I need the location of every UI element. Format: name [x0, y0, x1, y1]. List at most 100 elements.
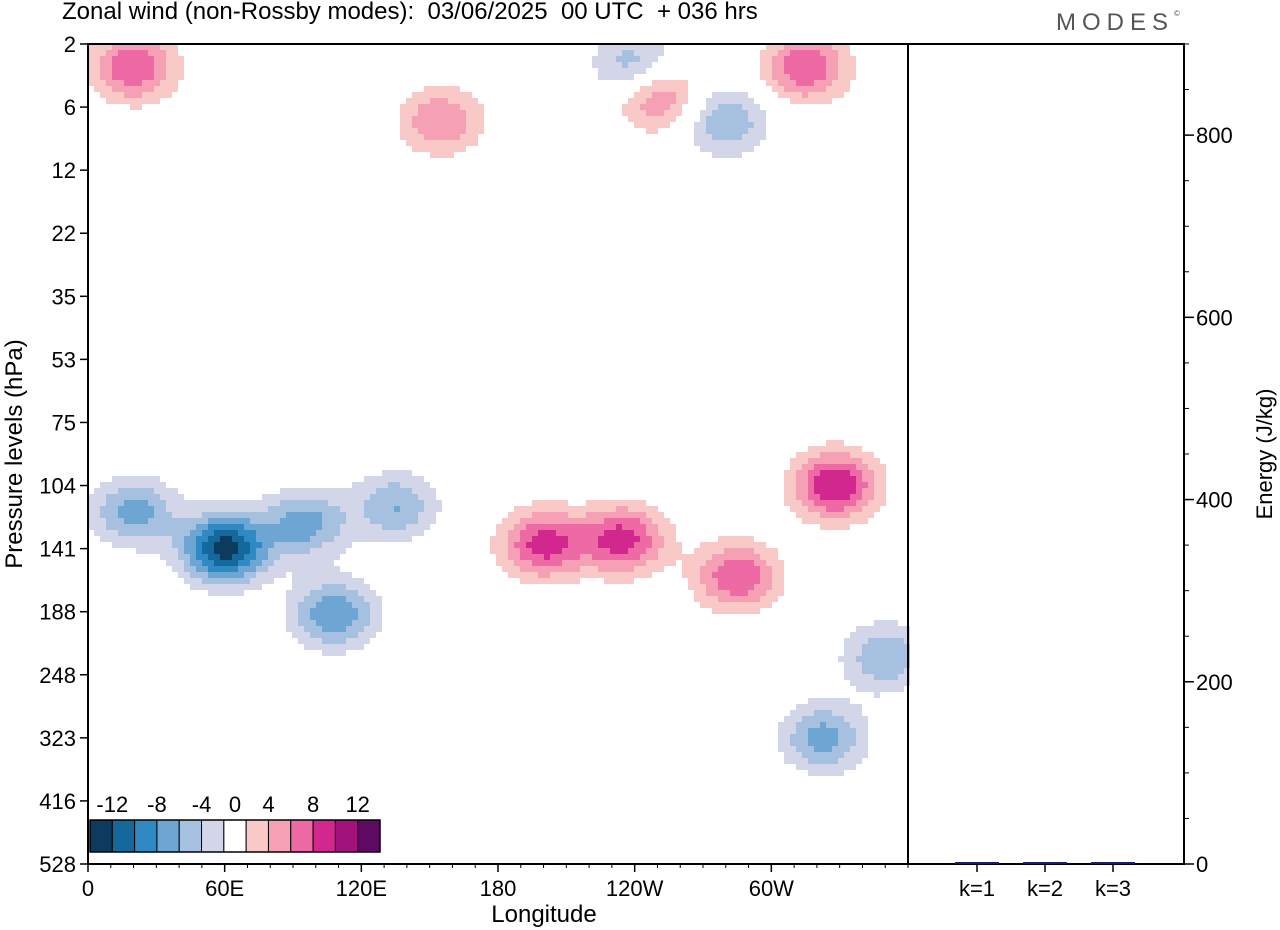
- heatmap-cell: [706, 590, 712, 596]
- heatmap-cell: [172, 548, 178, 554]
- heatmap-cell: [724, 536, 730, 542]
- heatmap-cell: [898, 668, 904, 674]
- heatmap-cell: [280, 548, 286, 554]
- heatmap-cell: [754, 134, 760, 140]
- heatmap-cell: [208, 566, 214, 572]
- heatmap-cell: [550, 542, 556, 548]
- heatmap-cell: [118, 542, 124, 548]
- heatmap-cell: [628, 56, 634, 62]
- heatmap-cell: [448, 122, 454, 128]
- heatmap-cell: [508, 560, 514, 566]
- heatmap-cell: [838, 716, 844, 722]
- heatmap-cell: [724, 542, 730, 548]
- heatmap-cell: [226, 542, 232, 548]
- heatmap-cell: [742, 116, 748, 122]
- heatmap-cell: [124, 482, 130, 488]
- heatmap-cell: [430, 134, 436, 140]
- heatmap-cell: [826, 452, 832, 458]
- heatmap-cell: [766, 548, 772, 554]
- heatmap-cell: [466, 104, 472, 110]
- heatmap-cell: [394, 488, 400, 494]
- heatmap-cell: [124, 524, 130, 530]
- heatmap-cell: [850, 704, 856, 710]
- heatmap-cell: [868, 476, 874, 482]
- heatmap-cell: [508, 524, 514, 530]
- heatmap-cell: [100, 494, 106, 500]
- heatmap-cell: [832, 722, 838, 728]
- heatmap-cell: [856, 470, 862, 476]
- heatmap-cell: [322, 596, 328, 602]
- heatmap-cell: [310, 518, 316, 524]
- heatmap-cell: [406, 518, 412, 524]
- heatmap-cell: [364, 614, 370, 620]
- heatmap-cell: [88, 56, 94, 62]
- heatmap-cell: [658, 122, 664, 128]
- heatmap-cell: [274, 506, 280, 512]
- heatmap-cell: [802, 500, 808, 506]
- heatmap-cell: [712, 140, 718, 146]
- heatmap-cell: [346, 608, 352, 614]
- heatmap-cell: [130, 506, 136, 512]
- heatmap-cell: [850, 464, 856, 470]
- heatmap-cell: [382, 518, 388, 524]
- heatmap-cell: [628, 560, 634, 566]
- heatmap-cell: [742, 110, 748, 116]
- heatmap-cell: [748, 560, 754, 566]
- heatmap-cell: [538, 530, 544, 536]
- heatmap-cell: [742, 554, 748, 560]
- heatmap-cell: [226, 578, 232, 584]
- heatmap-cell: [316, 614, 322, 620]
- heatmap-cell: [814, 56, 820, 62]
- heatmap-cell: [526, 542, 532, 548]
- heatmap-cell: [112, 98, 118, 104]
- energy-bar: [1091, 862, 1135, 864]
- heatmap-cell: [124, 56, 130, 62]
- heatmap-cell: [874, 638, 880, 644]
- heatmap-cell: [634, 68, 640, 74]
- heatmap-cell: [868, 512, 874, 518]
- heatmap-cell: [166, 512, 172, 518]
- heatmap-cell: [382, 524, 388, 530]
- heatmap-cell: [316, 626, 322, 632]
- heatmap-cell: [760, 542, 766, 548]
- heatmap-cell: [208, 584, 214, 590]
- heatmap-cell: [460, 128, 466, 134]
- heatmap-cell: [730, 578, 736, 584]
- heatmap-cell: [568, 578, 574, 584]
- heatmap-cell: [400, 122, 406, 128]
- colorbar-label: 4: [262, 792, 274, 817]
- heatmap-cell: [514, 554, 520, 560]
- heatmap-cell: [328, 512, 334, 518]
- heatmap-cell: [256, 500, 262, 506]
- heatmap-cell: [256, 512, 262, 518]
- heatmap-cell: [196, 512, 202, 518]
- heatmap-cell: [682, 566, 688, 572]
- heatmap-cell: [652, 524, 658, 530]
- heatmap-cell: [754, 596, 760, 602]
- heatmap-cell: [226, 506, 232, 512]
- heatmap-cell: [424, 488, 430, 494]
- heatmap-cell: [322, 602, 328, 608]
- heatmap-cell: [232, 518, 238, 524]
- heatmap-cell: [856, 722, 862, 728]
- heatmap-cell: [310, 626, 316, 632]
- heatmap-cell: [880, 632, 886, 638]
- heatmap-cell: [868, 470, 874, 476]
- heatmap-cell: [538, 554, 544, 560]
- heatmap-cell: [850, 734, 856, 740]
- heatmap-cell: [604, 524, 610, 530]
- heatmap-cell: [610, 62, 616, 68]
- heatmap-cell: [628, 44, 634, 50]
- heatmap-cell: [196, 506, 202, 512]
- colorbar-label: 12: [345, 792, 369, 817]
- heatmap-cell: [346, 572, 352, 578]
- heatmap-cell: [718, 152, 724, 158]
- heatmap-cell: [340, 572, 346, 578]
- heatmap-cell: [256, 554, 262, 560]
- heatmap-cell: [418, 98, 424, 104]
- heatmap-cell: [196, 584, 202, 590]
- heatmap-cell: [616, 500, 622, 506]
- heatmap-cell: [682, 554, 688, 560]
- heatmap-cell: [466, 110, 472, 116]
- heatmap-cell: [742, 578, 748, 584]
